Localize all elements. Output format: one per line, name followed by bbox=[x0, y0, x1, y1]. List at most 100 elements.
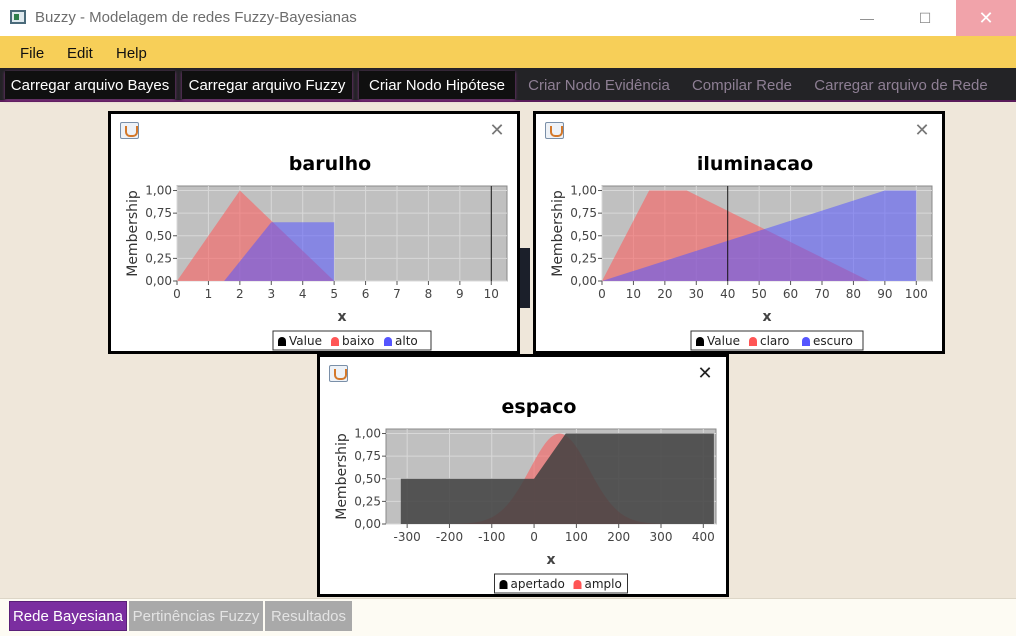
x-tick-label: 6 bbox=[362, 287, 370, 301]
load-network-file-button[interactable]: Carregar arquivo de Rede bbox=[814, 76, 988, 94]
y-tick-label: 1,00 bbox=[570, 184, 597, 198]
y-tick-label: 1,00 bbox=[145, 184, 172, 198]
y-tick-label: 0,50 bbox=[145, 229, 172, 243]
y-tick-label: 0,25 bbox=[570, 251, 597, 265]
chart-iluminacao: iluminacao 0 10 20 30 40 50 60 70 80 90 100 0,00 0,25… bbox=[550, 153, 933, 351]
x-tick-label: 90 bbox=[877, 287, 892, 301]
tab-results[interactable]: Resultados bbox=[265, 601, 352, 631]
legend-label: apertado bbox=[511, 577, 565, 591]
x-axis-label: x bbox=[546, 552, 555, 568]
x-tick-label: 0 bbox=[598, 287, 606, 301]
x-tick-label: 0 bbox=[530, 530, 538, 544]
y-tick-label: 0,50 bbox=[354, 472, 381, 486]
java-frame-icon bbox=[545, 122, 564, 139]
close-button[interactable]: ✕ bbox=[956, 0, 1016, 36]
legend-label: amplo bbox=[585, 577, 622, 591]
menu-bar: File Edit Help bbox=[0, 36, 1016, 68]
legend-marker bbox=[749, 337, 757, 346]
legend-label: alto bbox=[395, 334, 418, 348]
y-tick-label: 0,00 bbox=[354, 517, 381, 531]
x-tick-label: 300 bbox=[650, 530, 673, 544]
x-tick-label: 70 bbox=[814, 287, 829, 301]
legend-marker bbox=[499, 580, 508, 589]
fuzzy-frame-barulho[interactable]: ✕ barulho 0 1 2 3 4 5 6 7 8 9 10 0,00 0,25 0,50 0,75 1,0… bbox=[108, 111, 520, 354]
toolbar: Carregar arquivo Bayes Carregar arquivo … bbox=[0, 68, 1016, 102]
fuzzy-frame-espaco[interactable]: ✕ espaco -300 -200 -100 0 100 200 300 400 0,00 0,2… bbox=[317, 354, 729, 597]
title-bar: Buzzy - Modelagem de redes Fuzzy-Bayesia… bbox=[0, 0, 1016, 36]
x-tick-label: 7 bbox=[393, 287, 401, 301]
close-icon[interactable]: ✕ bbox=[489, 120, 505, 140]
x-tick-label: 400 bbox=[692, 530, 715, 544]
x-axis-label: x bbox=[762, 309, 771, 325]
load-bayes-button[interactable]: Carregar arquivo Bayes bbox=[5, 71, 175, 99]
x-tick-label: 8 bbox=[425, 287, 433, 301]
x-tick-label: 30 bbox=[689, 287, 704, 301]
legend-label: Value bbox=[289, 334, 322, 348]
window-title: Buzzy - Modelagem de redes Fuzzy-Bayesia… bbox=[35, 9, 357, 26]
x-tick-label: 0 bbox=[173, 287, 181, 301]
chart-title: espaco bbox=[502, 396, 577, 418]
create-evidence-node-button[interactable]: Criar Nodo Evidência bbox=[528, 76, 670, 94]
java-frame-icon bbox=[120, 122, 139, 139]
legend-label: claro bbox=[760, 334, 789, 348]
x-tick-label: 100 bbox=[905, 287, 928, 301]
y-tick-label: 0,25 bbox=[145, 251, 172, 265]
menu-help[interactable]: Help bbox=[116, 45, 147, 62]
x-tick-label: 1 bbox=[205, 287, 213, 301]
y-axis-label: Membership bbox=[550, 190, 566, 277]
close-icon[interactable]: ✕ bbox=[914, 120, 930, 140]
tab-fuzzy-memberships[interactable]: Pertinências Fuzzy bbox=[129, 601, 263, 631]
x-tick-label: 10 bbox=[484, 287, 499, 301]
menu-file[interactable]: File bbox=[20, 45, 45, 62]
x-tick-label: 3 bbox=[267, 287, 275, 301]
legend-label: baixo bbox=[342, 334, 374, 348]
legend-marker bbox=[278, 337, 286, 346]
x-tick-label: 50 bbox=[752, 287, 767, 301]
legend-label: Value bbox=[707, 334, 740, 348]
y-axis-label: Membership bbox=[334, 433, 350, 520]
chart-title: iluminacao bbox=[697, 153, 813, 175]
app-icon bbox=[10, 10, 26, 24]
minimize-button[interactable]: — bbox=[860, 10, 874, 26]
java-frame-icon bbox=[329, 365, 348, 382]
maximize-button[interactable]: ☐ bbox=[918, 9, 932, 26]
fuzzy-frame-iluminacao[interactable]: ✕ iluminacao 0 10 20 30 40 50 60 70 80 90 100 0,00 0,… bbox=[533, 111, 945, 354]
x-tick-label: 20 bbox=[657, 287, 672, 301]
series-apertado bbox=[400, 433, 714, 524]
x-tick-label: 9 bbox=[456, 287, 464, 301]
bottom-tab-bar: Rede Bayesiana Pertinências Fuzzy Result… bbox=[0, 598, 1016, 636]
menu-edit[interactable]: Edit bbox=[67, 45, 93, 62]
y-tick-label: 0,25 bbox=[354, 494, 381, 508]
legend-box bbox=[690, 330, 864, 351]
x-tick-label: 40 bbox=[720, 287, 735, 301]
chart-espaco: espaco -300 -200 -100 0 100 200 300 400 0,00 0,25 0… bbox=[334, 396, 717, 594]
load-fuzzy-button[interactable]: Carregar arquivo Fuzzy bbox=[182, 71, 352, 99]
x-tick-label: 100 bbox=[565, 530, 588, 544]
x-tick-label: 200 bbox=[607, 530, 630, 544]
tab-bayesian-network[interactable]: Rede Bayesiana bbox=[9, 601, 127, 631]
x-tick-label: 2 bbox=[236, 287, 244, 301]
series-escuro bbox=[602, 190, 917, 281]
create-hypothesis-node-button[interactable]: Criar Nodo Hipótese bbox=[359, 71, 515, 99]
chart-barulho: barulho 0 1 2 3 4 5 6 7 8 9 10 0,00 0,25 0,50 0,75 1,00 x… bbox=[125, 153, 508, 351]
x-tick-label: 60 bbox=[783, 287, 798, 301]
y-tick-label: 0,00 bbox=[145, 274, 172, 288]
y-tick-label: 0,75 bbox=[354, 449, 381, 463]
legend-marker bbox=[802, 337, 810, 346]
x-tick-label: -200 bbox=[436, 530, 463, 544]
x-tick-label: 10 bbox=[626, 287, 641, 301]
x-tick-label: 4 bbox=[299, 287, 307, 301]
y-tick-label: 0,00 bbox=[570, 274, 597, 288]
legend-box bbox=[494, 573, 628, 594]
legend-marker bbox=[331, 337, 339, 346]
compile-network-button[interactable]: Compilar Rede bbox=[691, 76, 793, 94]
close-icon[interactable]: ✕ bbox=[697, 363, 713, 383]
chart-title: barulho bbox=[289, 153, 371, 175]
x-axis-label: x bbox=[337, 309, 346, 325]
series-alto bbox=[224, 222, 335, 281]
y-tick-label: 0,75 bbox=[570, 206, 597, 220]
legend-marker bbox=[573, 580, 582, 589]
legend-marker bbox=[696, 337, 704, 346]
x-tick-label: 5 bbox=[330, 287, 338, 301]
y-axis-label: Membership bbox=[125, 190, 141, 277]
